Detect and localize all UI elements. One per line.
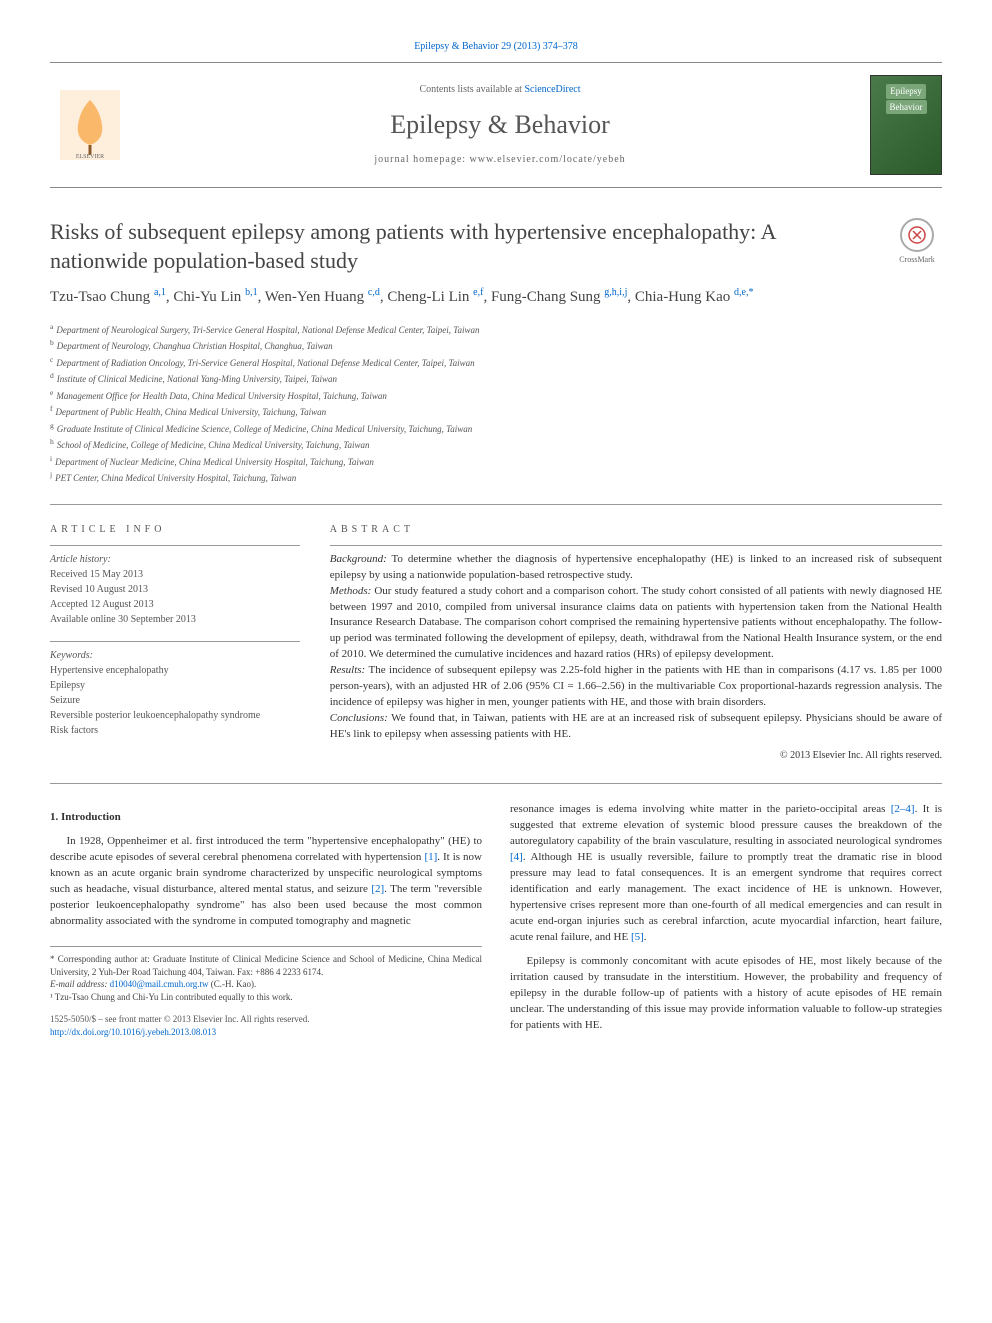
svg-text:ELSEVIER: ELSEVIER — [76, 154, 104, 160]
affiliation: hSchool of Medicine, College of Medicine… — [50, 436, 942, 453]
history-line: Available online 30 September 2013 — [50, 612, 300, 627]
crossmark-badge[interactable]: CrossMark — [892, 218, 942, 268]
article-title: Risks of subsequent epilepsy among patie… — [50, 218, 872, 275]
abstract-column: ABSTRACT Background: To determine whethe… — [330, 523, 942, 764]
ref-link[interactable]: [1] — [424, 851, 437, 863]
contents-line: Contents lists available at ScienceDirec… — [130, 83, 870, 97]
corresponding-author-note: * Corresponding author at: Graduate Inst… — [50, 953, 482, 978]
journal-name: Epilepsy & Behavior — [130, 107, 870, 143]
ref-link[interactable]: [2] — [371, 883, 384, 895]
doi-link[interactable]: http://dx.doi.org/10.1016/j.yebeh.2013.0… — [50, 1027, 216, 1037]
keyword: Epilepsy — [50, 678, 300, 693]
keyword: Hypertensive encephalopathy — [50, 663, 300, 678]
affiliation: gGraduate Institute of Clinical Medicine… — [50, 420, 942, 437]
affiliation: aDepartment of Neurological Surgery, Tri… — [50, 321, 942, 338]
ref-link[interactable]: [5] — [631, 931, 644, 943]
keyword: Reversible posterior leukoencephalopathy… — [50, 708, 300, 723]
affiliation: iDepartment of Nuclear Medicine, China M… — [50, 453, 942, 470]
divider — [50, 783, 942, 784]
keyword: Seizure — [50, 693, 300, 708]
sciencedirect-link[interactable]: ScienceDirect — [524, 84, 580, 95]
affiliation: fDepartment of Public Health, China Medi… — [50, 403, 942, 420]
history-label: Article history: — [50, 552, 300, 567]
affiliation: jPET Center, China Medical University Ho… — [50, 469, 942, 486]
email-link[interactable]: d10040@mail.cmuh.org.tw — [110, 979, 209, 989]
issn-copyright: 1525-5050/$ – see front matter © 2013 El… — [50, 1013, 482, 1039]
affiliation: eManagement Office for Health Data, Chin… — [50, 387, 942, 404]
journal-citation: Epilepsy & Behavior 29 (2013) 374–378 — [50, 40, 942, 54]
keyword: Risk factors — [50, 723, 300, 738]
body-text: 1. Introduction In 1928, Oppenheimer et … — [50, 802, 942, 1041]
elsevier-logo: ELSEVIER — [50, 85, 130, 165]
footnotes: * Corresponding author at: Graduate Inst… — [50, 946, 482, 1003]
affiliation: cDepartment of Radiation Oncology, Tri-S… — [50, 354, 942, 371]
divider — [50, 504, 942, 505]
journal-homepage: journal homepage: www.elsevier.com/locat… — [130, 153, 870, 167]
abstract-heading: ABSTRACT — [330, 523, 942, 537]
journal-header: ELSEVIER Contents lists available at Sci… — [50, 62, 942, 188]
ref-link[interactable]: [4] — [510, 851, 523, 863]
authors-list: Tzu-Tsao Chung a,1, Chi-Yu Lin b,1, Wen-… — [50, 285, 942, 309]
journal-cover-image: Epilepsy Behavior — [870, 75, 942, 175]
affiliation: bDepartment of Neurology, Changhua Chris… — [50, 337, 942, 354]
article-info-heading: ARTICLE INFO — [50, 523, 300, 537]
keywords-label: Keywords: — [50, 648, 300, 663]
affiliations-list: aDepartment of Neurological Surgery, Tri… — [50, 321, 942, 486]
ref-link[interactable]: [2–4] — [891, 803, 915, 815]
abstract-copyright: © 2013 Elsevier Inc. All rights reserved… — [330, 749, 942, 764]
article-info-column: ARTICLE INFO Article history: Received 1… — [50, 523, 300, 764]
affiliation: dInstitute of Clinical Medicine, Nationa… — [50, 370, 942, 387]
section-heading-intro: 1. Introduction — [50, 810, 482, 826]
history-line: Revised 10 August 2013 — [50, 582, 300, 597]
history-line: Accepted 12 August 2013 — [50, 597, 300, 612]
abstract-body: Background: To determine whether the dia… — [330, 545, 942, 764]
equal-contribution-note: ¹ Tzu-Tsao Chung and Chi-Yu Lin contribu… — [50, 991, 482, 1004]
history-line: Received 15 May 2013 — [50, 567, 300, 582]
